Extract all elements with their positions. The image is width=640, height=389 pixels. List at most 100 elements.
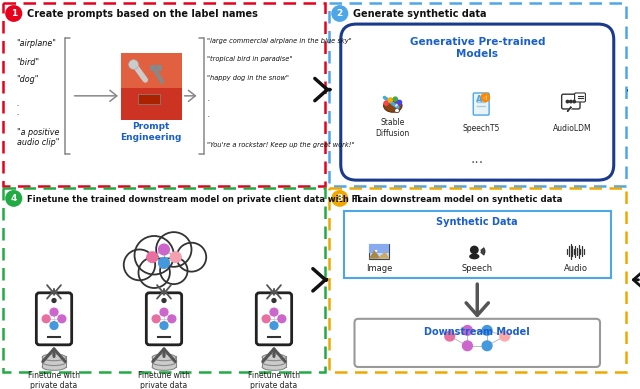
Bar <box>152 361 176 367</box>
Bar <box>262 361 286 367</box>
Text: "dog": "dog" <box>17 75 39 84</box>
Circle shape <box>58 315 66 322</box>
Text: Create prompts based on the label names: Create prompts based on the label names <box>26 9 257 19</box>
FancyBboxPatch shape <box>355 319 600 367</box>
Circle shape <box>332 191 348 206</box>
Bar <box>150 65 162 71</box>
Circle shape <box>152 315 160 322</box>
Circle shape <box>388 98 392 102</box>
Circle shape <box>470 245 479 254</box>
Text: "bird": "bird" <box>17 58 40 67</box>
Text: .: . <box>17 98 19 108</box>
Circle shape <box>50 322 58 329</box>
Circle shape <box>463 326 472 335</box>
FancyBboxPatch shape <box>340 24 614 180</box>
FancyBboxPatch shape <box>147 293 182 345</box>
Bar <box>42 361 66 367</box>
Text: Finetune with
private data: Finetune with private data <box>138 371 190 389</box>
Text: ◁): ◁) <box>483 95 488 100</box>
Circle shape <box>332 6 348 21</box>
Text: .: . <box>207 96 209 102</box>
Circle shape <box>463 341 472 350</box>
Circle shape <box>384 101 388 105</box>
Circle shape <box>500 331 509 341</box>
Bar <box>262 356 286 362</box>
Text: Synthetic Data: Synthetic Data <box>436 217 518 228</box>
Text: 2: 2 <box>337 9 343 18</box>
Circle shape <box>160 322 168 329</box>
Bar <box>42 356 66 362</box>
Circle shape <box>566 100 569 103</box>
Ellipse shape <box>394 109 399 113</box>
Bar <box>3 188 325 372</box>
Circle shape <box>482 341 492 350</box>
Circle shape <box>159 258 170 268</box>
Text: Generative Pre-trained
Models: Generative Pre-trained Models <box>410 37 545 59</box>
Text: A: A <box>476 95 483 103</box>
Circle shape <box>134 236 174 275</box>
Bar <box>121 53 182 88</box>
Text: "large commercial airplane in the blue sky": "large commercial airplane in the blue s… <box>207 39 352 44</box>
Bar <box>329 3 625 186</box>
Text: "You're a rockstar! Keep up the great work!": "You're a rockstar! Keep up the great wo… <box>207 142 355 149</box>
Circle shape <box>397 100 401 104</box>
FancyBboxPatch shape <box>575 93 586 102</box>
Text: Generate synthetic data: Generate synthetic data <box>353 9 486 19</box>
Text: Finetune with
private data: Finetune with private data <box>248 371 300 389</box>
Bar <box>329 188 625 372</box>
Ellipse shape <box>152 364 176 370</box>
Circle shape <box>270 322 278 329</box>
Polygon shape <box>369 250 381 259</box>
Text: SpeechT5: SpeechT5 <box>463 124 500 133</box>
Text: "a positive
audio clip": "a positive audio clip" <box>17 128 59 147</box>
Text: .: . <box>17 108 19 117</box>
Circle shape <box>160 308 168 316</box>
Circle shape <box>6 6 22 21</box>
Circle shape <box>129 60 138 69</box>
Text: Stable
Diffusion: Stable Diffusion <box>376 118 410 138</box>
Circle shape <box>124 249 155 280</box>
Circle shape <box>570 100 572 103</box>
Text: Downstream Model: Downstream Model <box>424 327 530 337</box>
Circle shape <box>52 299 56 302</box>
Ellipse shape <box>42 364 66 370</box>
Ellipse shape <box>469 254 479 259</box>
Circle shape <box>262 315 270 322</box>
Circle shape <box>177 243 206 272</box>
Polygon shape <box>374 250 378 253</box>
Circle shape <box>573 100 575 103</box>
Text: Finetune with
private data: Finetune with private data <box>28 371 80 389</box>
Circle shape <box>159 244 170 255</box>
Circle shape <box>482 326 492 335</box>
Circle shape <box>6 191 22 206</box>
Ellipse shape <box>262 354 286 361</box>
Text: 3: 3 <box>337 194 343 203</box>
Polygon shape <box>568 107 571 111</box>
Circle shape <box>42 315 50 322</box>
Ellipse shape <box>262 364 286 370</box>
FancyBboxPatch shape <box>256 293 292 345</box>
Circle shape <box>160 257 188 284</box>
Text: "airplane": "airplane" <box>17 39 56 48</box>
Bar <box>369 244 389 259</box>
Text: Finetune the trained downstream model on private client data with FL: Finetune the trained downstream model on… <box>26 195 362 204</box>
FancyBboxPatch shape <box>36 293 72 345</box>
FancyBboxPatch shape <box>473 93 489 115</box>
Text: "happy dog in the snow": "happy dog in the snow" <box>207 75 289 81</box>
Circle shape <box>272 299 276 302</box>
Ellipse shape <box>42 354 66 361</box>
Text: 1: 1 <box>11 9 17 18</box>
Bar <box>121 53 182 121</box>
Text: Image: Image <box>366 264 392 273</box>
FancyBboxPatch shape <box>562 94 580 109</box>
Polygon shape <box>378 251 389 259</box>
Circle shape <box>147 252 157 263</box>
Circle shape <box>445 331 454 341</box>
Bar <box>152 356 176 362</box>
Circle shape <box>170 252 181 263</box>
Circle shape <box>393 97 397 101</box>
Circle shape <box>162 299 166 302</box>
Circle shape <box>138 257 170 288</box>
Text: "tropical bird in paradise": "tropical bird in paradise" <box>207 56 292 62</box>
Bar <box>138 95 160 104</box>
